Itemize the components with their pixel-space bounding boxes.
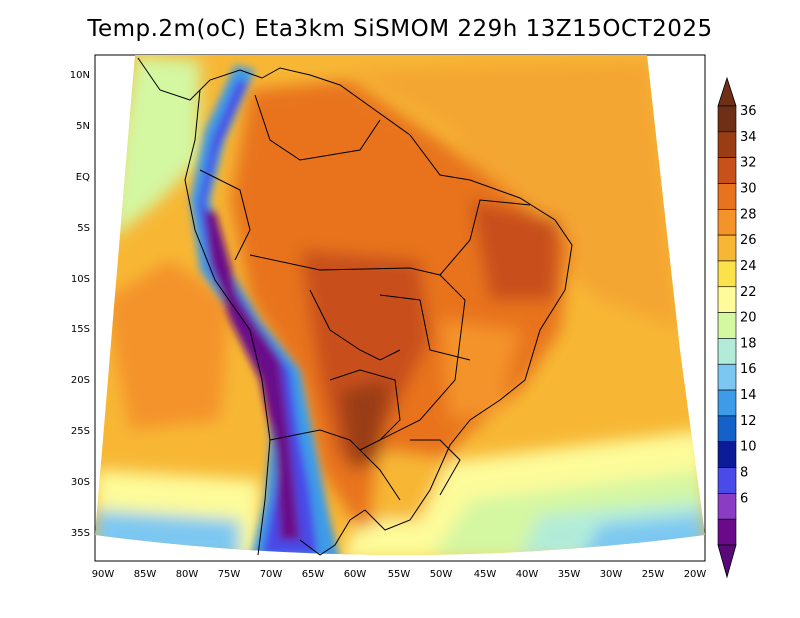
colorbar-box-15 <box>717 493 737 520</box>
colorbar-label-12: 12 <box>740 414 757 429</box>
colorbar-box-4 <box>717 208 737 236</box>
colorbar-label-32: 32 <box>740 156 757 171</box>
colorbar-box-16 <box>717 518 737 546</box>
lon-label-90w: 90W <box>92 569 115 580</box>
colorbar-box-5 <box>717 234 737 262</box>
colorbar-label-6: 6 <box>740 491 748 506</box>
political-borders <box>137 57 573 556</box>
border-states-north <box>439 199 531 276</box>
field-northeast-hot <box>470 200 560 300</box>
lat-label-5s: 5S <box>77 223 90 234</box>
field-interior-hot <box>300 250 430 460</box>
temperature-field <box>95 55 705 555</box>
colorbar-bottom-arrow <box>717 544 737 579</box>
lon-label-50w: 50W <box>430 569 453 580</box>
lon-axis: 90W 85W 80W 75W 70W 65W 60W 55W 50W 45W … <box>92 569 707 580</box>
colorbar-label-8: 8 <box>740 466 748 481</box>
colorbar-box-14 <box>717 467 737 494</box>
lon-label-35w: 35W <box>558 569 581 580</box>
andes-16 <box>190 65 340 555</box>
lon-label-70w: 70W <box>260 569 283 580</box>
colorbar-label-26: 26 <box>740 233 757 248</box>
lon-label-25w: 25W <box>642 569 665 580</box>
colorbar-box-7 <box>717 286 737 313</box>
colorbar-top-arrow <box>717 76 737 107</box>
border-peru-ecuador <box>199 169 251 261</box>
colorbar-box-10 <box>717 363 737 391</box>
colorbar-label-34: 34 <box>740 130 757 145</box>
lat-label-5n: 5N <box>76 121 90 132</box>
colorbar-label-18: 18 <box>740 336 757 351</box>
colorbar-label-28: 28 <box>740 207 757 222</box>
lat-label-20s: 20S <box>71 375 90 386</box>
lat-label-eq: EQ <box>76 172 90 183</box>
colorbar-label-30: 30 <box>740 181 757 196</box>
lon-label-30w: 30W <box>600 569 623 580</box>
lon-label-40w: 40W <box>516 569 539 580</box>
field-southeast <box>440 320 520 420</box>
colorbar-box-0 <box>717 105 737 133</box>
border-brazil-west <box>249 254 466 441</box>
colorbar-box-1 <box>717 131 737 158</box>
colorbar-box-13 <box>717 441 737 468</box>
coastline-east <box>137 57 573 556</box>
andes-6 <box>205 210 300 540</box>
colorbar-box-12 <box>717 415 737 443</box>
field-atlantic-warm <box>350 60 680 330</box>
border-states-south <box>410 439 461 496</box>
field-chaco-hottest <box>340 380 390 470</box>
lon-label-45w: 45W <box>474 569 497 580</box>
lat-label-10n: 10N <box>70 70 90 81</box>
lat-label-25s: 25S <box>71 426 90 437</box>
colorbar-labels: 36 34 32 30 28 26 24 22 20 18 16 14 12 10 8 6 <box>740 104 757 506</box>
colorbar-boxes <box>717 105 737 546</box>
coastline-west <box>184 89 271 556</box>
colorbar-label-14: 14 <box>740 388 757 403</box>
border-states-central <box>379 294 471 361</box>
colorbar-box-2 <box>717 157 737 184</box>
colorbar-label-36: 36 <box>740 104 757 119</box>
lon-label-85w: 85W <box>134 569 157 580</box>
lon-label-60w: 60W <box>344 569 367 580</box>
lat-label-15s: 15S <box>71 324 90 335</box>
lon-label-20w: 20W <box>684 569 707 580</box>
lon-label-55w: 55W <box>388 569 411 580</box>
map-title: Temp.2m(oC) Eta3km SiSMOM 229h 13Z15OCT2… <box>87 16 713 42</box>
colorbar-box-6 <box>717 260 737 288</box>
lat-label-35s: 35S <box>71 528 90 539</box>
field-pacific-warm <box>105 260 230 430</box>
lat-label-30s: 30S <box>71 477 90 488</box>
lat-label-10s: 10S <box>71 274 90 285</box>
colorbar-label-10: 10 <box>740 440 757 455</box>
border-argentina <box>269 429 401 501</box>
colorbar-box-9 <box>717 338 737 365</box>
border-venezuela <box>254 94 381 161</box>
field-south-brazil <box>370 450 450 520</box>
field-pacific-green <box>110 55 200 240</box>
colorbar-box-8 <box>717 312 737 339</box>
lat-axis: 10N 5N EQ 5S 10S 15S 20S 25S 30S 35S <box>70 70 90 539</box>
lon-label-65w: 65W <box>302 569 325 580</box>
lon-label-80w: 80W <box>176 569 199 580</box>
colorbar-box-11 <box>717 389 737 417</box>
colorbar: 36 34 32 30 28 26 24 22 20 18 16 14 12 10 8 6 <box>717 76 757 579</box>
colorbar-label-22: 22 <box>740 285 757 300</box>
colorbar-box-3 <box>717 183 737 210</box>
colorbar-label-20: 20 <box>740 311 757 326</box>
border-bolivia <box>309 289 401 361</box>
border-paraguay <box>329 369 401 451</box>
colorbar-label-24: 24 <box>740 259 757 274</box>
lon-label-75w: 75W <box>218 569 241 580</box>
colorbar-label-16: 16 <box>740 362 757 377</box>
